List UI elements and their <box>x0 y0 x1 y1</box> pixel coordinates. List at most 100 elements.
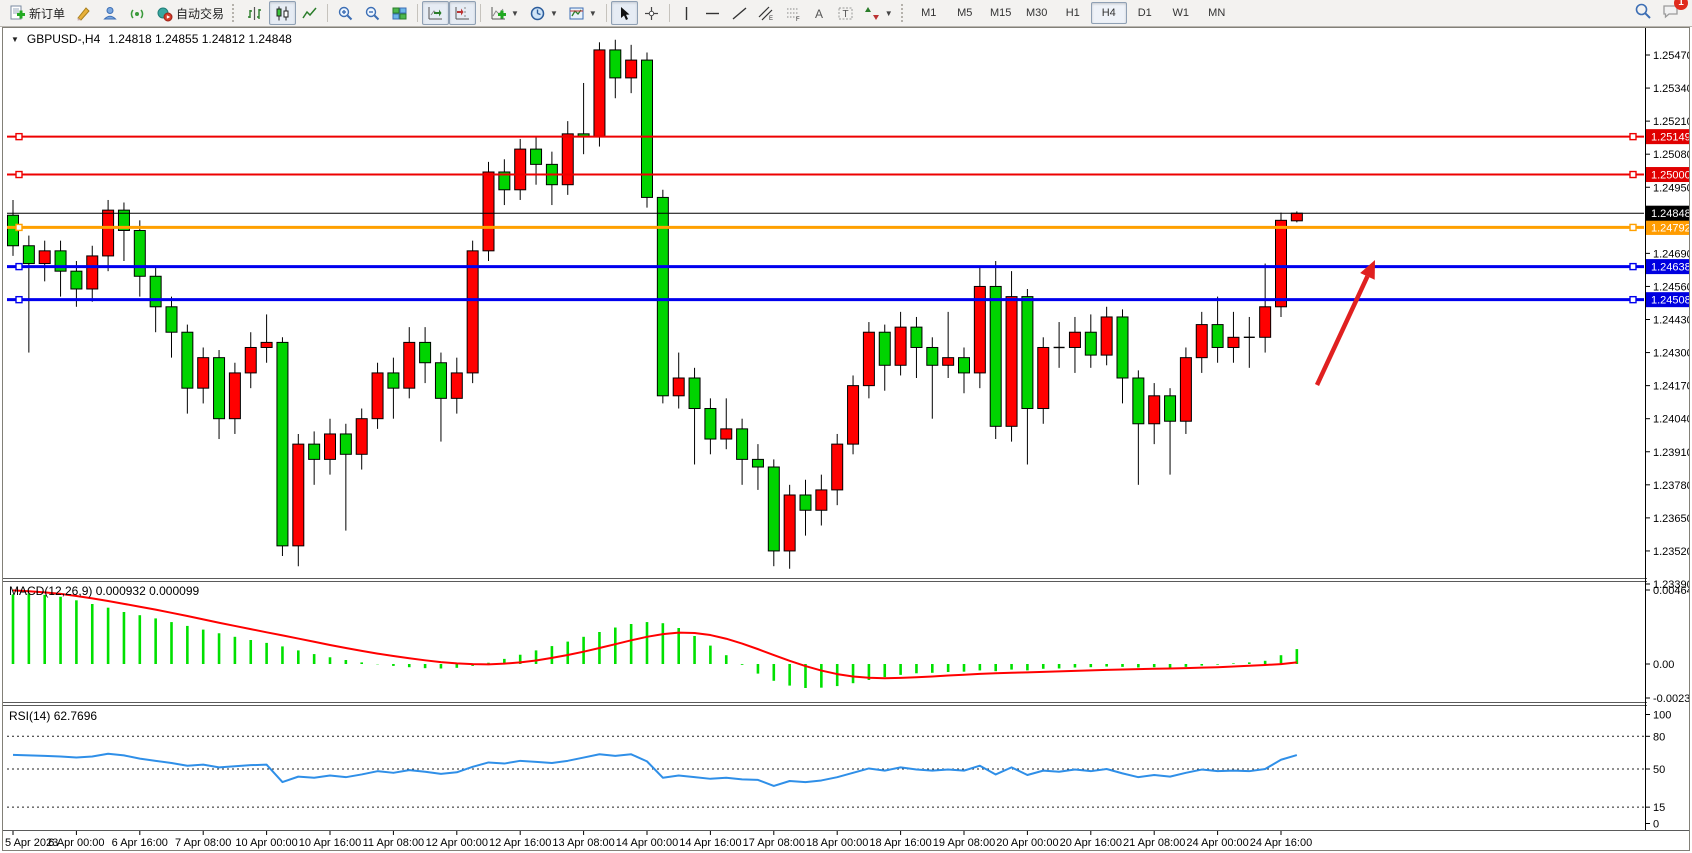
crayon-button[interactable] <box>70 1 97 25</box>
bull-candle <box>482 171 495 252</box>
bull-candle <box>466 250 479 374</box>
auto-trading-icon <box>157 7 173 21</box>
bear-candle <box>181 331 194 389</box>
bull-candle <box>1259 306 1272 338</box>
timeframe-m15[interactable]: M15 <box>990 7 1012 19</box>
periods-button[interactable]: ▼ <box>524 1 563 25</box>
collapse-triangle-icon[interactable]: ▼ <box>11 34 19 44</box>
bull-candle <box>228 372 241 420</box>
bear-candle <box>419 341 432 364</box>
line-handle[interactable] <box>15 170 23 179</box>
arrows-button[interactable]: ▼ <box>859 1 898 25</box>
line-handle[interactable] <box>15 223 23 232</box>
trade-group: 新订单 <box>4 1 229 25</box>
bear-candle <box>926 346 939 366</box>
price-tick-label: 1.24950 <box>1653 182 1689 194</box>
zoom-in-button[interactable] <box>332 1 359 25</box>
line-handle[interactable] <box>1629 295 1637 304</box>
horizontal-line-button[interactable] <box>699 1 726 25</box>
vertical-line-button[interactable] <box>674 1 699 25</box>
clock-icon <box>530 6 545 20</box>
crosshair-button[interactable] <box>638 1 665 25</box>
price-tick-label: 1.25470 <box>1653 50 1689 62</box>
bear-candle <box>910 326 923 348</box>
chart-shift-button[interactable] <box>449 1 477 25</box>
fibonacci-button[interactable]: F <box>780 1 807 25</box>
price-tick-label: 1.24040 <box>1653 414 1689 426</box>
tile-windows-button[interactable] <box>386 1 413 25</box>
price-tick-label: 1.23780 <box>1653 480 1689 492</box>
chart-canvas[interactable]: 1.25470 1.25340 1.25210 1.25080 1.24950 1.248… <box>3 28 1689 850</box>
price-tick-label: 1.25080 <box>1653 149 1689 161</box>
line-chart-button[interactable] <box>296 1 323 25</box>
timeframe-m30[interactable]: M30 <box>1026 7 1048 19</box>
text-label-button[interactable]: T <box>832 1 859 25</box>
new-order-button[interactable]: 新订单 <box>4 1 70 25</box>
indicators-icon <box>491 6 507 19</box>
bull-candle <box>1290 212 1303 222</box>
bar-chart-button[interactable] <box>242 1 269 25</box>
rsi-axis-label: 50 <box>1653 764 1665 776</box>
chart-window[interactable]: ▼ GBPUSD-,H4 1.24818 1.24855 1.24812 1.2… <box>2 27 1690 851</box>
bull-candle <box>355 418 368 455</box>
notifications-button[interactable]: 1 <box>1662 0 1688 25</box>
auto-trading-button[interactable]: 自动交易 <box>151 1 229 25</box>
macd-axis-label: 0.004645 <box>1653 585 1689 597</box>
notification-badge: 1 <box>1674 0 1688 10</box>
timeframe-mn[interactable]: MN <box>1208 7 1226 19</box>
macd-signal-line <box>12 589 1297 680</box>
auto-scroll-icon <box>428 6 443 19</box>
channel-button[interactable]: E <box>753 1 780 25</box>
price-tick-label: 1.25210 <box>1653 116 1689 128</box>
line-handle[interactable] <box>15 132 23 141</box>
timeframe-h1[interactable]: H1 <box>1065 7 1080 19</box>
toolbar-grip <box>232 4 239 22</box>
bull-candle <box>720 428 733 440</box>
toolbar-grip <box>900 4 908 22</box>
date-axis-label: 12 Apr 16:00 <box>489 837 551 849</box>
svg-text:F: F <box>796 17 800 22</box>
line-handle[interactable] <box>15 295 23 304</box>
search-button[interactable] <box>1634 2 1652 25</box>
text-button[interactable]: A <box>807 1 832 25</box>
rsi-axis-label: 80 <box>1653 731 1665 743</box>
indicators-button[interactable]: ▼ <box>485 1 524 25</box>
timeframe-m5[interactable]: M5 <box>957 7 973 19</box>
auto-scroll-button[interactable] <box>422 1 450 25</box>
trendline-button[interactable] <box>726 1 753 25</box>
timeframe-h4[interactable]: H4 <box>1090 2 1127 24</box>
timeframe-m1[interactable]: M1 <box>921 7 937 19</box>
bull-candle <box>561 133 574 186</box>
bull-candle <box>625 59 638 79</box>
cursor-button[interactable] <box>610 1 638 25</box>
line-handle[interactable] <box>1629 262 1637 271</box>
cursor-group <box>610 1 665 25</box>
line-handle[interactable] <box>15 262 23 271</box>
text-label-icon: T <box>838 7 853 20</box>
price-tag <box>1646 292 1689 308</box>
templates-button[interactable]: ▼ <box>563 1 602 25</box>
cursor-icon <box>620 6 630 20</box>
price-tag-label: 1.24638 <box>1651 262 1689 274</box>
chart-title: ▼ GBPUSD-,H4 1.24818 1.24855 1.24812 1.2… <box>11 32 292 46</box>
date-axis-label: 11 Apr 08:00 <box>363 837 425 849</box>
line-handle[interactable] <box>1629 132 1637 141</box>
price-tick-label: 1.24560 <box>1653 281 1689 293</box>
horizontal-line-icon <box>705 12 719 14</box>
svg-text:E: E <box>769 16 773 22</box>
profile-button[interactable] <box>97 1 124 25</box>
timeframe-d1[interactable]: D1 <box>1137 7 1152 19</box>
date-axis-label: 18 Apr 00:00 <box>806 837 868 849</box>
line-handle[interactable] <box>1629 170 1637 179</box>
date-axis-label: 10 Apr 00:00 <box>235 837 297 849</box>
signal-button[interactable] <box>124 1 151 25</box>
bull-candle <box>942 357 955 366</box>
crosshair-icon <box>644 6 658 20</box>
bear-candle <box>878 331 891 366</box>
line-handle[interactable] <box>1629 223 1637 232</box>
zoom-out-button[interactable] <box>359 1 386 25</box>
main-toolbar: 新订单 <box>0 0 1692 27</box>
candlestick-chart-button[interactable] <box>269 1 297 25</box>
trend-arrow[interactable] <box>1314 275 1370 386</box>
timeframe-w1[interactable]: W1 <box>1172 7 1189 19</box>
